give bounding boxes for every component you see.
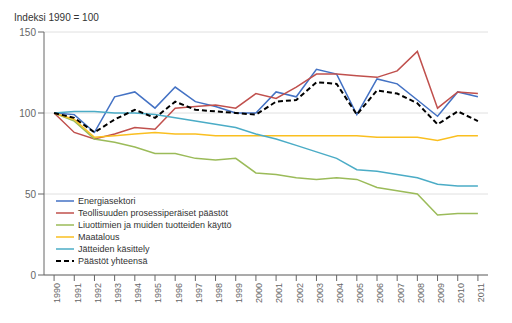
html-text:Liuottimien ja muiden tuotteid: Liuottimien ja muiden tuotteiden käyttö [78, 220, 232, 230]
svg-text:150: 150 [19, 27, 36, 38]
svg-text:2009: 2009 [436, 283, 446, 303]
svg-text:2010: 2010 [456, 283, 466, 303]
svg-text:1999: 1999 [234, 283, 244, 303]
svg-text:1994: 1994 [133, 283, 143, 303]
svg-text:100: 100 [19, 108, 36, 119]
svg-text:1992: 1992 [93, 283, 103, 303]
svg-text:1997: 1997 [194, 283, 204, 303]
html-text:Jätteiden käsittely: Jätteiden käsittely [78, 244, 150, 254]
svg-text:2002: 2002 [295, 283, 305, 303]
svg-text:50: 50 [25, 189, 37, 200]
svg-text:2006: 2006 [375, 283, 385, 303]
html-text:Energiasektori: Energiasektori [78, 196, 136, 206]
svg-text:2008: 2008 [416, 283, 426, 303]
html-text:Päästöt yhteensä: Päästöt yhteensä [78, 256, 148, 266]
svg-text:1995: 1995 [153, 283, 163, 303]
html-text:Teollisuuden prosessiperäiset: Teollisuuden prosessiperäiset päästöt [78, 208, 229, 218]
svg-text:2001: 2001 [274, 283, 284, 303]
svg-text:1990: 1990 [52, 283, 62, 303]
svg-text:1996: 1996 [174, 283, 184, 303]
svg-text:1993: 1993 [113, 283, 123, 303]
html-text:Maatalous: Maatalous [78, 232, 120, 242]
svg-text:2000: 2000 [254, 283, 264, 303]
svg-text:0: 0 [30, 270, 36, 281]
svg-text:1991: 1991 [73, 283, 83, 303]
svg-text:2004: 2004 [335, 283, 345, 303]
svg-text:2007: 2007 [396, 283, 406, 303]
svg-text:2005: 2005 [355, 283, 365, 303]
svg-text:1998: 1998 [214, 283, 224, 303]
svg-text:2003: 2003 [315, 283, 325, 303]
html-text:Indeksi 1990 = 100: Indeksi 1990 = 100 [14, 12, 99, 23]
svg-text:2011: 2011 [476, 283, 486, 302]
